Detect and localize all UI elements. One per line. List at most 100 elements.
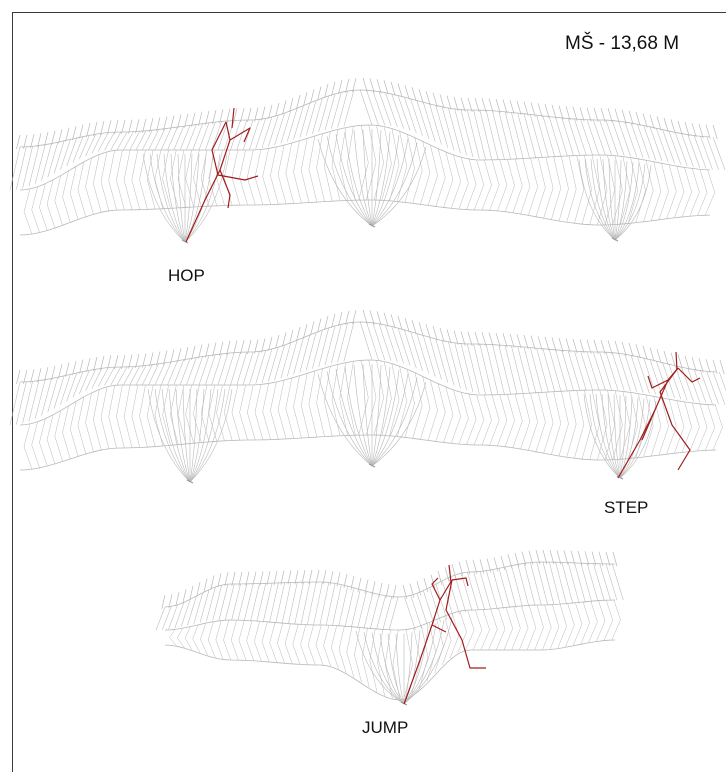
lower-chevron-line xyxy=(488,608,498,651)
lower-chevron-line xyxy=(658,397,669,455)
lower-chevron-line xyxy=(131,149,141,210)
ridge-hair-line xyxy=(128,354,133,369)
ridge-hair-line xyxy=(642,345,648,361)
support-foot-mark xyxy=(368,463,376,468)
lower-chevron-line xyxy=(116,384,125,449)
ridge-hair-line xyxy=(416,581,422,596)
shell-rib-line xyxy=(173,359,185,386)
lower-chevron-line xyxy=(704,404,716,451)
lower-chevron-line xyxy=(69,166,79,221)
shell-rib-line xyxy=(693,135,707,169)
shell-rib-line xyxy=(542,561,555,606)
shell-rib-line xyxy=(624,354,638,392)
shell-rib-line xyxy=(236,351,248,386)
ridge-hair-line xyxy=(128,119,133,134)
support-arch-line xyxy=(371,129,382,227)
ridge-hair-line xyxy=(175,592,180,607)
lower-chevron-line xyxy=(184,626,193,651)
ridge-hair-line xyxy=(397,315,403,331)
ridge-hair-line xyxy=(614,340,620,356)
shell-rib-line xyxy=(280,342,292,379)
ridge-hair-line xyxy=(51,130,56,145)
shell-rib-line xyxy=(593,119,606,156)
ridge-hair-line xyxy=(352,78,357,93)
shell-curve-line xyxy=(19,321,717,383)
shell-rib-line xyxy=(397,95,411,131)
lower-chevron-line xyxy=(603,600,614,641)
lower-chevron-line xyxy=(223,619,231,661)
support-arch-line xyxy=(182,388,191,483)
shell-rib-line xyxy=(243,583,254,621)
lower-chevron-line xyxy=(557,604,567,649)
shell-rib-line xyxy=(454,342,467,391)
shell-rib-line xyxy=(337,91,348,128)
ridge-hair-line xyxy=(184,113,189,128)
shell-rib-line xyxy=(548,116,562,157)
ridge-hair-line xyxy=(240,340,245,355)
ridge-hair-line xyxy=(177,348,182,363)
lower-chevron-line xyxy=(108,385,117,449)
lower-chevron-line xyxy=(323,625,332,667)
shell-rib-line xyxy=(479,571,492,610)
lower-chevron-line xyxy=(200,384,210,443)
lower-chevron-line xyxy=(481,394,492,446)
shell-rib-line xyxy=(404,329,417,369)
jump-figure-line xyxy=(403,579,453,705)
ridge-hair-line xyxy=(114,119,119,135)
lower-chevron-line xyxy=(543,157,554,219)
lower-chevron-line xyxy=(338,626,347,673)
lower-chevron-line xyxy=(520,393,531,450)
ridge-hair-line xyxy=(383,312,389,327)
shell-rib-line xyxy=(612,563,624,601)
lower-chevron-line xyxy=(331,129,341,201)
support-arch-line xyxy=(601,393,621,479)
ridge-hair-line xyxy=(376,79,382,94)
shell-rib-line xyxy=(167,360,178,386)
support-arch-line xyxy=(590,159,616,241)
shell-rib-line xyxy=(385,92,398,127)
lower-chevron-line xyxy=(550,391,562,456)
lower-chevron-line xyxy=(612,390,623,460)
lower-chevron-line xyxy=(100,386,110,450)
ridge-hair-line xyxy=(289,329,294,344)
shell-rib-line xyxy=(331,92,342,129)
lower-chevron-line xyxy=(139,384,148,448)
shell-rib-line xyxy=(586,119,600,156)
shell-rib-line xyxy=(332,584,342,626)
shell-rib-line xyxy=(382,596,393,630)
shell-rib-line xyxy=(517,564,530,607)
ridge-hair-line xyxy=(210,575,215,590)
lower-chevron-line xyxy=(46,414,56,465)
lower-chevron-line xyxy=(285,142,295,204)
shell-rib-line xyxy=(536,115,549,158)
ridge-hair-line xyxy=(719,359,725,375)
lower-chevron-line xyxy=(412,372,423,439)
lower-chevron-line xyxy=(207,621,216,658)
shell-rib-line xyxy=(255,118,266,149)
shell-rib-line xyxy=(363,592,374,629)
ridge-hair-line xyxy=(439,327,445,343)
lower-chevron-line xyxy=(589,155,600,225)
shell-rib-line xyxy=(536,562,548,606)
ridge-hair-line xyxy=(163,116,168,131)
shell-rib-line xyxy=(649,359,663,396)
lower-chevron-line xyxy=(162,384,171,446)
support-arch-line xyxy=(371,367,391,467)
ridge-hair-line xyxy=(254,339,259,354)
shell-rib-line xyxy=(580,351,593,391)
shell-rib-line xyxy=(687,134,701,168)
lower-chevron-line xyxy=(612,155,623,225)
shell-rib-line xyxy=(404,97,417,134)
ridge-hair-line xyxy=(65,127,70,142)
ridge-hair-line xyxy=(16,369,21,385)
lower-chevron-line xyxy=(558,156,569,222)
ridge-hair-line xyxy=(705,359,711,374)
shell-rib-line xyxy=(429,337,442,380)
shell-rib-line xyxy=(530,114,543,159)
ridge-hair-line xyxy=(161,594,166,610)
ridge-hair-line xyxy=(383,80,389,95)
ridge-hair-line xyxy=(301,570,306,585)
shell-rib-line xyxy=(593,351,606,391)
ridge-hair-line xyxy=(345,310,350,325)
ridge-hair-line xyxy=(677,120,683,136)
